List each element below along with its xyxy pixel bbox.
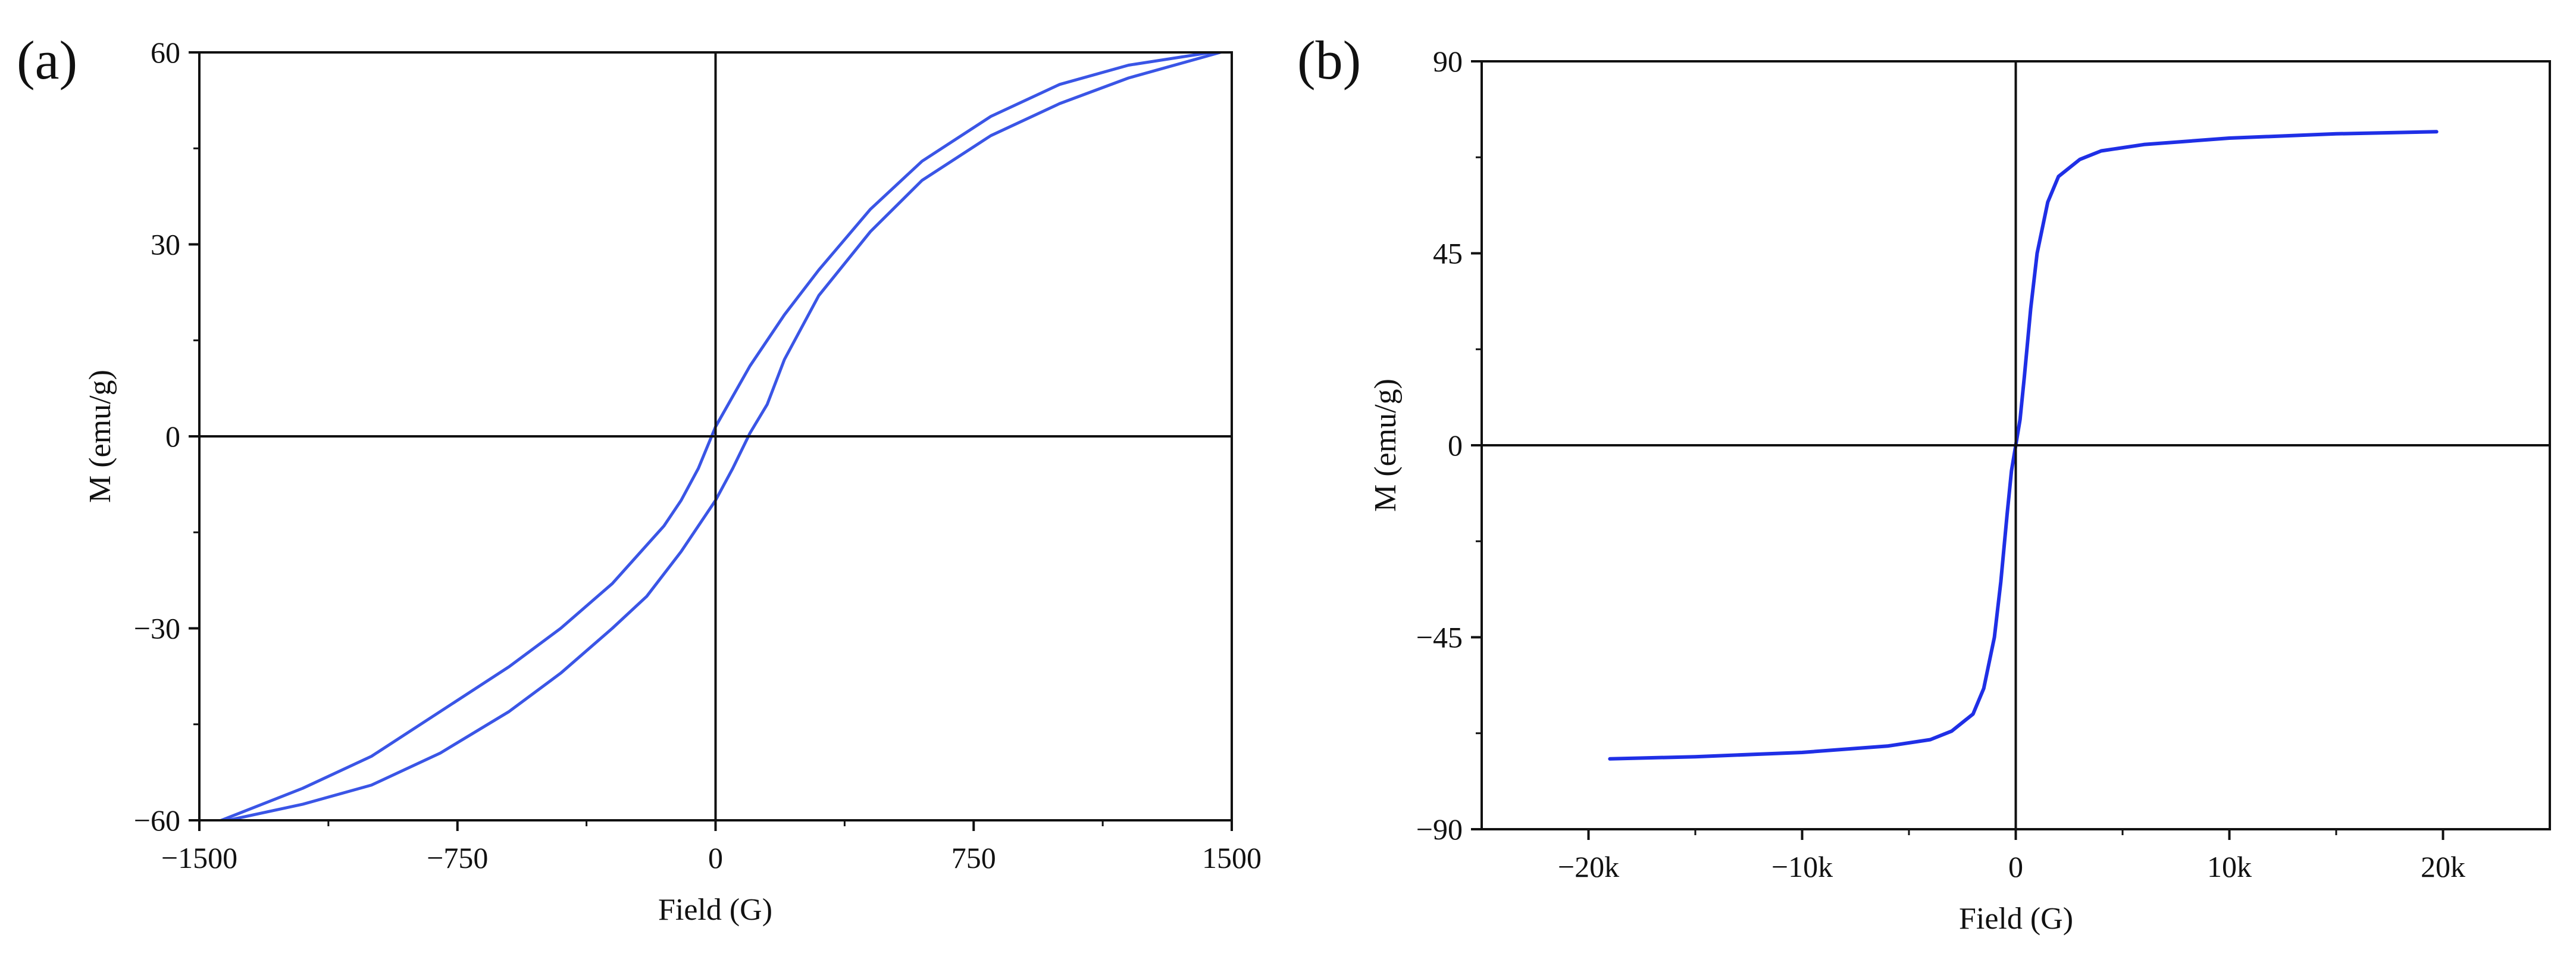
panel-b: (b) −20k −10k 0 10k 20k −90 −45 0 45 90 Field (G)… xyxy=(1297,30,2551,936)
panel-b-x-tick-label: 0 xyxy=(2008,850,2023,883)
panel-b-label: (b) xyxy=(1297,30,1361,90)
panel-a-curves xyxy=(217,52,1226,820)
panel-a-y-tick-label: −30 xyxy=(134,612,180,645)
panel-a-y-tick-label: 0 xyxy=(165,420,180,453)
panel-a-x-tick-label: 0 xyxy=(708,841,723,874)
panel-b-x-tick-label: 20k xyxy=(2421,850,2465,883)
panel-a-x-tick-label: −1500 xyxy=(161,841,237,874)
panel-a-ticks: −1500 −750 0 750 1500 −60 −30 0 30 60 xyxy=(134,36,1262,874)
panel-a-series-1-line xyxy=(217,52,1221,820)
panel-b-y-tick-label: −90 xyxy=(1416,813,1463,846)
panel-b-y-tick-label: 90 xyxy=(1433,45,1463,78)
panel-b-y-axis-title: M (emu/g) xyxy=(1369,379,1403,512)
panel-a-zero-lines xyxy=(199,52,1232,820)
panel-a-y-tick-label: 60 xyxy=(151,36,180,69)
panel-a-x-tick-label: −750 xyxy=(427,841,488,874)
panel-a-x-tick-label: 750 xyxy=(951,841,996,874)
panel-a: (a) −1500 −750 0 750 1500 −60 −30 0 30 60 Field (… xyxy=(17,30,1262,927)
panel-b-x-axis-title: Field (G) xyxy=(1959,902,2073,936)
panel-a-x-axis-title: Field (G) xyxy=(658,893,772,927)
panel-b-y-tick-label: 45 xyxy=(1433,237,1463,270)
panel-a-label: (a) xyxy=(17,30,77,90)
panel-a-y-tick-label: 30 xyxy=(151,228,180,261)
panel-b-y-tick-label: −45 xyxy=(1416,621,1463,654)
panel-a-series-2-line xyxy=(221,52,1226,820)
panel-a-x-tick-label: 1500 xyxy=(1202,841,1262,874)
panel-a-plot-frame xyxy=(198,51,1233,821)
panel-a-y-tick-label: −60 xyxy=(134,804,180,837)
panel-b-x-tick-label: −10k xyxy=(1771,850,1833,883)
panel-b-x-tick-label: 10k xyxy=(2207,850,2252,883)
panel-b-ticks: −20k −10k 0 10k 20k −90 −45 0 45 90 xyxy=(1416,45,2465,883)
panel-b-plot-frame xyxy=(1481,60,2551,830)
panel-b-zero-lines xyxy=(1482,61,2550,829)
panel-b-y-tick-label: 0 xyxy=(1448,429,1463,462)
panel-b-x-tick-label: −20k xyxy=(1558,850,1619,883)
panel-a-y-axis-title: M (emu/g) xyxy=(83,370,117,503)
